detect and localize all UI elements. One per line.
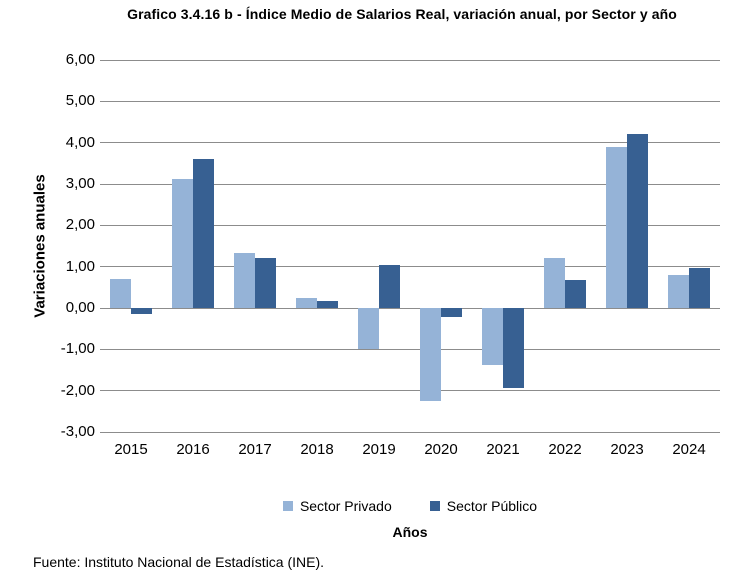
gridline (100, 390, 720, 392)
bar-sector-publico-2021 (503, 308, 524, 388)
y-tick-label: 5,00 (65, 92, 95, 110)
y-tick-label: 3,00 (65, 175, 95, 192)
bar-sector-privado-2019 (358, 308, 379, 349)
x-tick-label: 2017 (238, 441, 272, 458)
bar-sector-publico-2019 (379, 265, 400, 308)
gridline (100, 348, 720, 350)
gridline (100, 307, 720, 309)
bar-sector-privado-2023 (606, 146, 627, 308)
x-tick-label: 2021 (486, 441, 520, 458)
x-tick-label: 2019 (362, 441, 396, 458)
bar-sector-privado-2017 (234, 253, 255, 308)
y-tick-label: -3,00 (60, 423, 95, 440)
bar-sector-publico-2020 (441, 308, 462, 318)
x-tick-label: 2022 (548, 441, 582, 458)
bar-sector-privado-2021 (482, 308, 503, 365)
x-tick-label: 2015 (114, 441, 148, 458)
y-tick-label: 2,00 (65, 216, 95, 234)
legend: Sector Privado Sector Público (100, 498, 720, 514)
gridline (100, 59, 720, 61)
legend-swatch-icon (429, 501, 440, 511)
legend-label: Sector Público (446, 498, 538, 514)
bar-sector-publico-2015 (131, 308, 152, 315)
x-tick-label: 2016 (176, 441, 210, 458)
y-tick-label: 6,00 (65, 51, 95, 68)
bar-sector-publico-2018 (317, 301, 338, 308)
gridline (100, 431, 720, 433)
y-tick-label: 0,00 (65, 299, 95, 316)
bar-sector-privado-2015 (110, 279, 131, 308)
x-tick-label: 2024 (672, 441, 706, 458)
gridline (100, 183, 720, 185)
y-axis-title: Variaciones anuales (31, 174, 49, 318)
bar-sector-privado-2016 (172, 178, 193, 308)
bar-sector-publico-2017 (255, 257, 276, 308)
legend-label: Sector Privado (299, 498, 392, 514)
y-tick-label: -1,00 (60, 340, 95, 358)
legend-swatch-icon (282, 501, 293, 511)
bar-sector-publico-2024 (689, 268, 710, 308)
legend-item-sector-publico: Sector Público (429, 498, 538, 514)
gridline (100, 100, 720, 102)
bar-sector-privado-2018 (296, 298, 317, 308)
bar-sector-privado-2022 (544, 257, 565, 308)
gridline (100, 142, 720, 144)
x-axis-title: Años (392, 524, 428, 540)
x-tick-label: 2023 (610, 441, 644, 458)
bar-sector-publico-2016 (193, 159, 214, 308)
bar-sector-publico-2023 (627, 133, 648, 308)
y-tick-label: 4,00 (65, 133, 95, 151)
legend-item-sector-privado: Sector Privado (282, 498, 392, 514)
chart-title: Grafico 3.4.16 b - Índice Medio de Salar… (127, 6, 677, 22)
bar-sector-publico-2022 (565, 280, 586, 308)
gridline (100, 266, 720, 268)
x-tick-label: 2018 (300, 441, 334, 458)
y-tick-label: 1,00 (65, 257, 95, 275)
y-tick-label: -2,00 (60, 381, 95, 399)
x-tick-label: 2020 (424, 441, 458, 458)
source-note: Fuente: Instituto Nacional de Estadístic… (33, 554, 325, 570)
bar-sector-privado-2024 (668, 274, 689, 308)
gridline (100, 224, 720, 226)
bar-sector-privado-2020 (420, 308, 441, 401)
